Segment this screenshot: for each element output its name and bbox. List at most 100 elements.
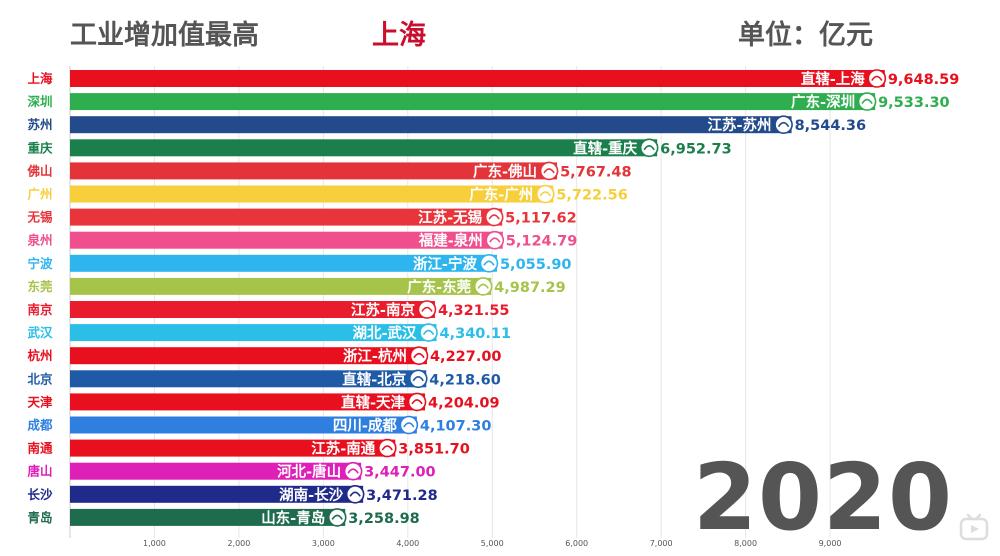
city-emblem-mark — [477, 283, 489, 289]
bar-tag-label: 直辖-天津 — [341, 393, 406, 411]
bar-tag-label: 江苏-苏州 — [708, 116, 772, 134]
city-emblem-icon — [485, 230, 505, 250]
city-emblem-mark — [413, 352, 425, 359]
city-emblem-mark — [403, 422, 415, 428]
x-tick-label: 2,000 — [227, 539, 250, 548]
bar — [70, 485, 364, 503]
city-label: 宁波 — [27, 256, 53, 271]
bar — [70, 70, 885, 87]
bar-tag-label: 福建-泉州 — [418, 232, 483, 250]
city-label: 南通 — [27, 441, 53, 456]
x-tick-label: 3,000 — [312, 539, 335, 548]
x-tick-label: 8,000 — [734, 539, 757, 548]
city-label: 泉州 — [26, 233, 52, 248]
city-emblem-icon — [407, 392, 427, 412]
city-label: 苏州 — [27, 117, 52, 132]
value-label: 5,117.62 — [505, 211, 577, 227]
x-tick-label: 5,000 — [481, 539, 504, 548]
city-label: 佛山 — [26, 163, 52, 178]
city-emblem-icon — [409, 346, 429, 366]
bar-tag-label: 广东-佛山 — [473, 162, 537, 180]
city-label: 长沙 — [27, 487, 53, 502]
value-label: 3,258.98 — [348, 511, 420, 527]
city-label: 成都 — [27, 418, 53, 433]
value-label: 5,055.90 — [500, 257, 572, 273]
city-emblem-icon — [479, 253, 499, 273]
city-emblem-icon — [377, 438, 397, 458]
chart-title: 工业增加值最高 — [70, 20, 259, 51]
value-label: 3,447.00 — [364, 465, 436, 481]
bar — [70, 277, 492, 295]
city-emblem-mark — [861, 98, 873, 105]
city-label: 南京 — [27, 302, 53, 317]
city-label: 杭州 — [27, 348, 52, 363]
bar-tag-label: 直辖-北京 — [342, 370, 406, 388]
city-emblem-icon — [539, 161, 559, 181]
city-emblem-icon — [327, 508, 347, 527]
city-label: 天津 — [27, 394, 53, 409]
value-label: 4,987.29 — [494, 280, 566, 296]
bar — [70, 254, 497, 272]
city-emblem-icon — [399, 415, 419, 435]
bar-tag-label: 湖北-武汉 — [352, 324, 417, 342]
value-label: 5,124.79 — [506, 234, 578, 250]
bar-tag-label: 广东-东莞 — [407, 278, 472, 296]
value-label: 9,648.59 — [888, 72, 960, 88]
bar — [70, 508, 346, 526]
city-emblem-mark — [381, 445, 393, 451]
bar — [70, 93, 876, 111]
bar-tag-label: 广东-广州 — [469, 186, 533, 204]
value-label: 4,218.60 — [429, 372, 501, 388]
city-emblem-mark — [412, 376, 424, 382]
bar — [70, 416, 417, 434]
city-emblem-icon — [774, 115, 793, 134]
bar-tag-label: 直辖-上海 — [801, 70, 866, 88]
bar-tag-label: 浙江-宁波 — [413, 255, 478, 273]
city-emblem-icon — [639, 138, 659, 158]
x-tick-label: 9,000 — [819, 539, 842, 548]
city-emblem-icon — [473, 277, 493, 296]
bar-tag-label: 广东-深圳 — [791, 93, 855, 111]
city-emblem-mark — [422, 329, 435, 336]
value-label: 9,533.30 — [878, 95, 950, 111]
bar-tag-label: 湖南-长沙 — [279, 486, 344, 504]
bar — [70, 301, 435, 318]
city-label: 无锡 — [26, 210, 53, 225]
city-emblem-icon — [484, 207, 504, 227]
city-label: 唐山 — [27, 464, 52, 479]
city-emblem-icon — [345, 484, 365, 504]
bar — [70, 370, 427, 388]
city-emblem-icon — [867, 69, 887, 88]
x-tick-label: 6,000 — [565, 539, 588, 548]
value-label: 3,851.70 — [398, 442, 470, 458]
city-emblem-mark — [331, 514, 343, 520]
bar — [70, 162, 558, 180]
city-label: 深圳 — [27, 94, 52, 109]
bar-tag-label: 浙江-杭州 — [343, 347, 407, 365]
bar — [70, 116, 792, 134]
bar — [70, 139, 658, 157]
city-emblem-icon — [857, 92, 877, 111]
city-emblem-mark — [421, 306, 433, 312]
city-emblem-mark — [777, 121, 790, 128]
bar — [70, 439, 396, 457]
city-label: 广州 — [27, 187, 52, 202]
value-label: 6,952.73 — [660, 141, 732, 157]
city-label: 青岛 — [27, 510, 52, 525]
x-tick-label: 4,000 — [396, 539, 419, 548]
city-label: 北京 — [27, 371, 53, 386]
bar — [70, 231, 503, 249]
bar — [70, 185, 554, 203]
value-label: 4,227.00 — [430, 349, 502, 365]
value-label: 4,204.09 — [428, 395, 500, 411]
city-emblem-icon — [419, 323, 438, 342]
bar — [70, 324, 437, 342]
city-emblem-mark — [543, 168, 555, 174]
bar-tag-label: 江苏-无锡 — [418, 209, 482, 227]
bar — [70, 462, 362, 480]
value-label: 4,107.30 — [420, 419, 492, 435]
city-label: 武汉 — [27, 325, 53, 340]
city-emblem-mark — [489, 237, 501, 243]
